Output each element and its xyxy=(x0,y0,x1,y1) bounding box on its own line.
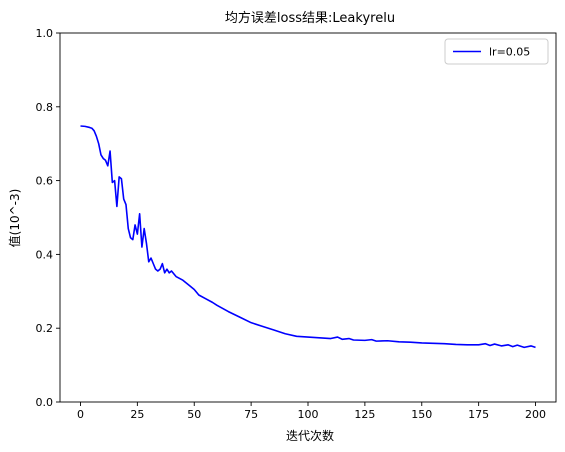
y-tick-label: 0.0 xyxy=(36,396,54,409)
x-tick-label: 100 xyxy=(298,408,319,421)
legend-box xyxy=(444,38,549,65)
series-line-0 xyxy=(80,125,536,349)
y-axis-label: 值(10^-3) xyxy=(7,189,22,248)
y-tick-label: 0.2 xyxy=(36,322,54,335)
x-axis-label: 迭代次数 xyxy=(286,428,334,443)
y-tick-label: 0.4 xyxy=(36,248,54,261)
x-tick-label: 25 xyxy=(130,408,144,421)
plot-area: 0 25 50 75 100 125 150 175 200 0.0 0.2 0.4 0.6 0.8 1.0… xyxy=(36,27,557,421)
y-tick-label: 1.0 xyxy=(36,27,54,40)
x-tick-label: 175 xyxy=(468,408,489,421)
x-tick-label: 125 xyxy=(354,408,375,421)
y-tick-label: 0.8 xyxy=(36,101,54,114)
chart-title: 均方误差loss结果:Leakyrelu xyxy=(225,10,395,26)
x-tick-label: 150 xyxy=(411,408,432,421)
x-tick-label: 50 xyxy=(187,408,201,421)
y-tick-label: 0.6 xyxy=(36,175,54,188)
x-tick-label: 200 xyxy=(525,408,546,421)
x-tick-label: 0 xyxy=(77,408,84,421)
x-tick-label: 75 xyxy=(244,408,258,421)
legend-label: lr=0.05 xyxy=(489,46,530,59)
